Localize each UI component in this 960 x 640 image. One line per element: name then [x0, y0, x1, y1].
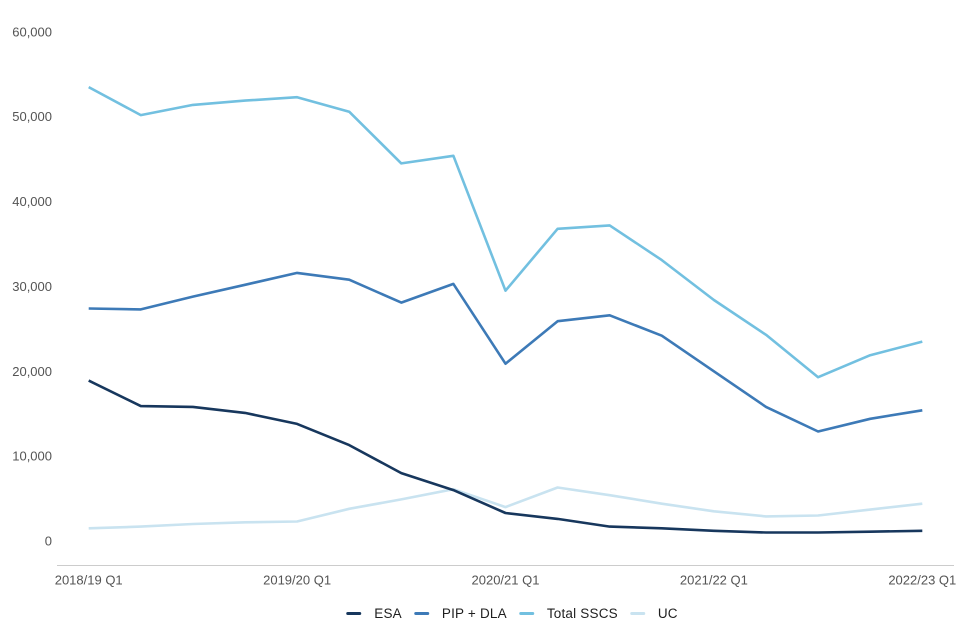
y-axis-tick-label: 0	[45, 534, 52, 549]
x-axis-tick-label: 2020/21 Q1	[472, 573, 540, 588]
series-line-uc	[88, 486, 923, 530]
x-axis-tick-label: 2022/23 Q1	[888, 573, 956, 588]
legend-item-total-sscs: Total SSCS	[518, 606, 618, 621]
legend-line-icon	[518, 612, 534, 615]
legend-line-icon	[413, 612, 429, 615]
y-axis-tick-label: 50,000	[12, 109, 52, 124]
y-axis-tick-label: 10,000	[12, 449, 52, 464]
x-axis-tick-label: 2019/20 Q1	[263, 573, 331, 588]
y-axis-tick-label: 30,000	[12, 279, 52, 294]
y-axis-tick-label: 40,000	[12, 194, 52, 209]
chart-legend: ESA PIP + DLA Total SSCS UC	[346, 606, 678, 621]
legend-label: PIP + DLA	[441, 606, 507, 621]
series-line-esa	[88, 379, 923, 534]
x-axis-tick-label: 2018/19 Q1	[55, 573, 123, 588]
legend-label: ESA	[374, 606, 402, 621]
legend-item-esa: ESA	[346, 606, 402, 621]
x-axis-tick-label: 2021/22 Q1	[680, 573, 748, 588]
y-axis-tick-label: 20,000	[12, 364, 52, 379]
legend-line-icon	[346, 612, 362, 615]
legend-item-uc: UC	[629, 606, 678, 621]
y-axis-tick-label: 60,000	[12, 24, 52, 39]
legend-label: Total SSCS	[546, 606, 618, 621]
series-line-pip-dla	[88, 271, 923, 433]
legend-label: UC	[657, 606, 678, 621]
legend-item-pip-dla: PIP + DLA	[413, 606, 507, 621]
series-line-total-sscs	[88, 85, 923, 379]
legend-line-icon	[629, 612, 645, 615]
